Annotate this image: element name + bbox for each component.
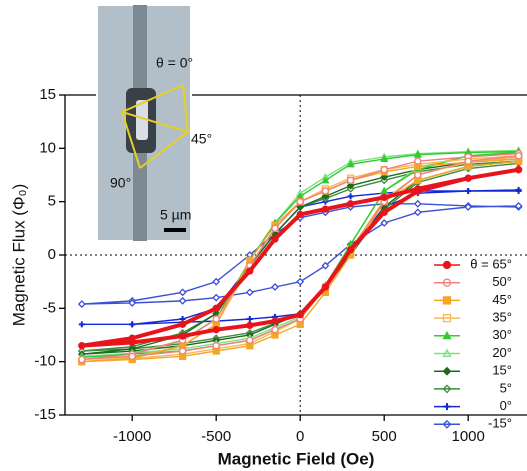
data-point xyxy=(321,175,330,184)
legend-label: 5° xyxy=(500,380,512,395)
data-point xyxy=(296,277,305,286)
data-point xyxy=(178,296,187,305)
x-tick-label: 0 xyxy=(296,428,304,445)
data-point xyxy=(212,304,220,312)
x-tick-label: -1000 xyxy=(113,428,151,445)
data-point xyxy=(78,342,86,350)
data-point xyxy=(514,202,523,210)
x-tick-label: 500 xyxy=(372,428,397,445)
data-point xyxy=(413,199,422,208)
data-point xyxy=(414,187,422,195)
data-point xyxy=(380,186,389,195)
data-point xyxy=(321,261,330,270)
y-tick-label: 10 xyxy=(39,139,56,156)
data-point xyxy=(178,332,187,340)
data-point xyxy=(464,203,473,211)
data-point xyxy=(346,159,355,168)
data-point xyxy=(296,203,305,211)
data-point xyxy=(246,267,254,275)
data-point xyxy=(380,208,388,216)
data-point xyxy=(212,326,220,334)
data-point xyxy=(380,166,388,174)
inset-label: 5 µm xyxy=(160,207,191,223)
data-point xyxy=(380,154,389,163)
legend-label: θ = 65° xyxy=(470,256,512,271)
data-point xyxy=(271,317,279,325)
data-point xyxy=(78,321,85,328)
data-point xyxy=(271,224,279,232)
data-point xyxy=(296,198,304,206)
data-point xyxy=(245,288,254,297)
y-tick-label: 5 xyxy=(48,193,56,210)
data-point xyxy=(321,283,330,291)
data-point xyxy=(414,157,422,165)
y-tick-label: -10 xyxy=(34,353,56,370)
data-point xyxy=(346,200,355,208)
data-point xyxy=(346,176,355,184)
data-point xyxy=(246,316,253,322)
data-point xyxy=(321,192,330,201)
data-point xyxy=(346,246,355,254)
data-point xyxy=(212,293,221,302)
data-point xyxy=(212,342,220,350)
data-point xyxy=(515,186,522,193)
data-point xyxy=(514,166,523,174)
legend-label: 0° xyxy=(500,398,512,413)
y-tick-label: -5 xyxy=(43,299,56,316)
data-point xyxy=(271,326,279,334)
data-point xyxy=(271,283,279,291)
data-point xyxy=(465,188,472,194)
data-point xyxy=(380,193,388,202)
data-point xyxy=(296,210,304,219)
y-axis-label: Magnetic Flux (Φ₀) xyxy=(9,184,28,326)
data-point xyxy=(128,338,136,347)
data-point xyxy=(464,157,472,165)
data-point xyxy=(413,208,422,217)
y-tick-label: 0 xyxy=(48,246,56,263)
data-point xyxy=(380,173,389,182)
legend-label: -15° xyxy=(488,416,512,431)
y-tick-label: 15 xyxy=(39,86,56,103)
data-point xyxy=(347,193,354,200)
legend-label: 45° xyxy=(492,292,512,307)
data-point xyxy=(178,347,187,355)
data-point xyxy=(271,235,279,243)
y-tick-label: -15 xyxy=(34,406,56,423)
legend-label: 30° xyxy=(492,327,512,342)
legend-label: 20° xyxy=(492,345,512,360)
data-point xyxy=(78,355,86,364)
inset-label: 45° xyxy=(191,131,212,147)
data-point xyxy=(178,320,187,328)
x-tick-label: -500 xyxy=(201,428,231,445)
inset-label: θ = 0° xyxy=(156,55,193,71)
data-point xyxy=(129,321,136,328)
x-tick-label: 1000 xyxy=(452,428,485,445)
data-point xyxy=(414,171,422,179)
legend-label: 15° xyxy=(492,363,512,378)
legend-label: 50° xyxy=(492,274,512,289)
data-point xyxy=(77,300,86,308)
inset-image: θ = 0° 45° 90° 5 µm xyxy=(96,4,212,242)
x-axis-label: Magnetic Field (Oe) xyxy=(218,449,375,468)
data-point xyxy=(178,288,187,297)
legend-label: 35° xyxy=(492,310,512,325)
data-point xyxy=(246,321,254,330)
inset-label: 90° xyxy=(110,175,131,191)
data-point xyxy=(212,315,220,323)
data-point xyxy=(464,174,472,182)
data-point xyxy=(380,219,389,227)
data-point xyxy=(128,352,136,360)
data-point xyxy=(514,152,523,160)
data-point xyxy=(296,311,304,319)
data-point xyxy=(413,150,422,158)
data-point xyxy=(128,299,137,307)
data-point xyxy=(346,181,355,190)
data-point xyxy=(212,277,221,286)
data-point xyxy=(321,187,330,195)
data-point xyxy=(321,205,330,213)
data-point xyxy=(246,336,254,344)
